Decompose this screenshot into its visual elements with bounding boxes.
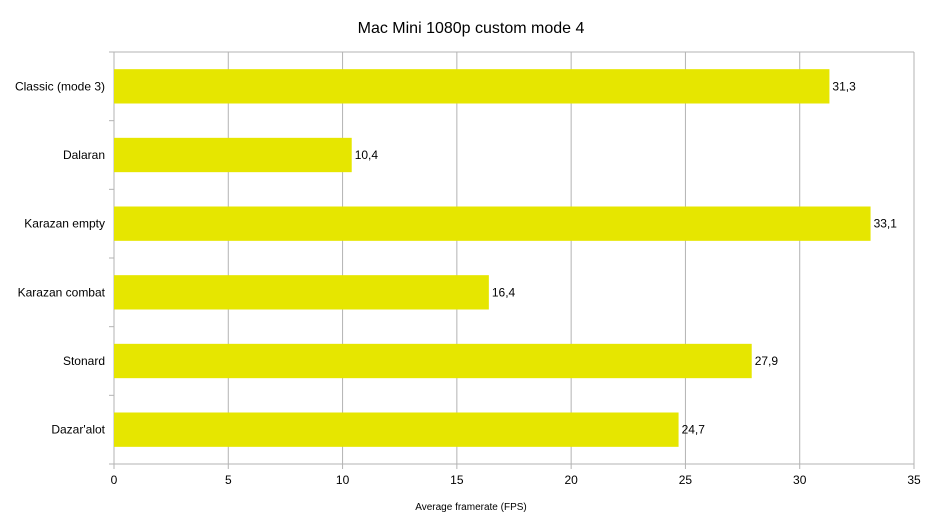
category-labels: Classic (mode 3) Dalaran Karazan empty Kara… [15, 79, 106, 436]
x-tick-label-1: 5 [225, 473, 232, 487]
x-axis-label: Average framerate (FPS) [415, 502, 527, 513]
data-label-4: 27,9 [755, 354, 779, 368]
x-tick-label-4: 20 [564, 473, 578, 487]
x-tick-label-6: 30 [793, 473, 807, 487]
category-label-0: Classic (mode 3) [15, 79, 105, 93]
category-label-1: Dalaran [63, 148, 105, 162]
gridlines [109, 51, 915, 469]
bar-1 [114, 137, 352, 173]
bar-2 [114, 206, 871, 241]
bar-0 [114, 69, 830, 104]
x-tick-label-5: 25 [679, 473, 693, 487]
data-label-1: 10,4 [355, 148, 379, 162]
x-tick-label-2: 10 [336, 473, 350, 487]
data-labels: 31,3 10,4 33,1 16,4 27,9 24,7 [355, 79, 898, 436]
data-label-2: 33,1 [874, 217, 898, 231]
x-tick-label-7: 35 [907, 473, 921, 487]
category-label-5: Dazar'alot [51, 423, 105, 437]
category-label-3: Karazan combat [18, 285, 106, 299]
data-label-5: 24,7 [682, 423, 706, 437]
x-tick-label-3: 15 [450, 473, 464, 487]
bar-5 [114, 412, 679, 447]
category-label-2: Karazan empty [24, 217, 105, 231]
bars [114, 69, 871, 447]
data-label-0: 31,3 [832, 79, 856, 93]
bar-4 [114, 343, 752, 379]
bar-3 [114, 275, 489, 310]
x-tick-label-0: 0 [111, 473, 118, 487]
data-label-3: 16,4 [492, 285, 516, 299]
x-tick-labels: 0 5 10 15 20 25 30 35 [111, 473, 921, 487]
chart-title: Mac Mini 1080p custom mode 4 [358, 20, 585, 37]
category-label-4: Stonard [63, 354, 105, 368]
